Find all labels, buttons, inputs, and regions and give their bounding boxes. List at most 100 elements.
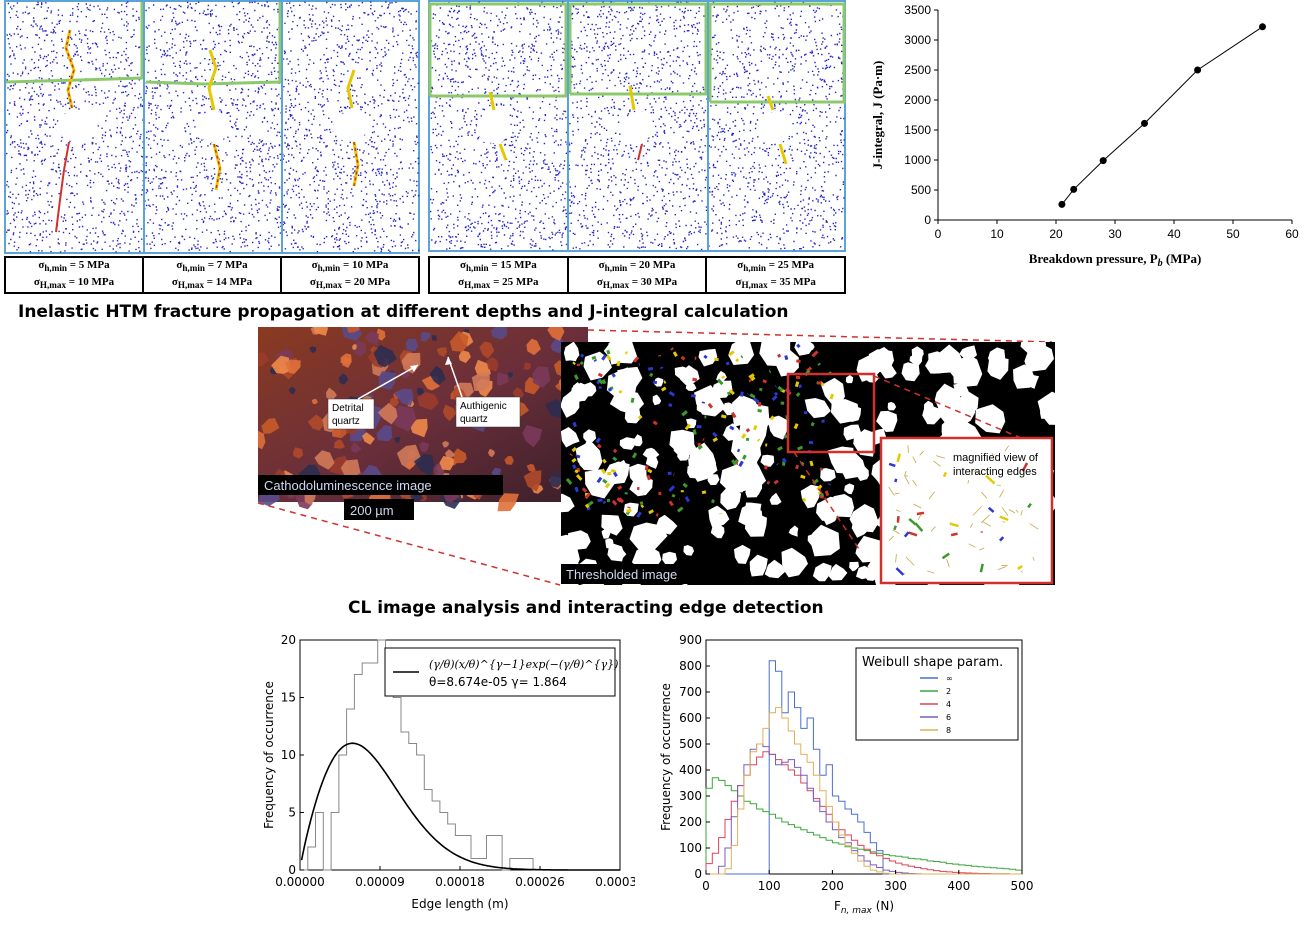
interacting-edge <box>584 503 590 509</box>
interacting-edge <box>802 497 807 502</box>
interacting-edge <box>573 374 579 380</box>
cl-grain <box>334 439 345 449</box>
legend-entry: 2 <box>946 687 951 696</box>
threshold-grain <box>844 483 855 495</box>
interacting-edge <box>602 458 607 464</box>
interacting-edge <box>584 492 591 500</box>
inset-edge <box>1004 445 1010 452</box>
inset-edge <box>903 531 910 538</box>
inset-edge <box>1020 509 1023 516</box>
cl-title: Cathodoluminescence image <box>264 478 432 493</box>
y-tick-label: 15 <box>281 691 296 705</box>
cl-grain <box>293 447 303 459</box>
cl-grain <box>444 449 455 460</box>
interacting-edge <box>593 358 598 362</box>
cl-grain <box>471 372 490 391</box>
threshold-grain <box>781 547 808 578</box>
cl-grain <box>413 453 435 476</box>
fracture-group-1 <box>4 0 420 254</box>
interacting-edge <box>758 387 763 392</box>
threshold-grain <box>674 366 692 381</box>
interacting-edge <box>777 353 782 358</box>
interacting-edge <box>613 471 618 478</box>
inset-edge <box>1032 556 1035 561</box>
threshold-grain <box>708 505 730 529</box>
cl-grain <box>526 338 541 356</box>
threshold-grain <box>635 530 646 542</box>
threshold-grain <box>624 405 641 424</box>
interacting-edge <box>745 428 751 433</box>
threshold-grain <box>631 434 643 447</box>
threshold-grain <box>673 431 697 457</box>
cl-grain <box>390 397 400 407</box>
interacting-edge <box>648 509 654 515</box>
cl-grain <box>376 328 386 341</box>
interacting-edge <box>817 362 821 366</box>
threshold-grain <box>711 380 733 399</box>
x-tick-label: 0.00000 <box>275 875 325 889</box>
interacting-edge <box>663 380 667 384</box>
cl-grain <box>285 359 301 374</box>
interacting-edge <box>726 391 731 396</box>
interacting-edge <box>576 454 581 459</box>
inset-edge <box>888 462 896 468</box>
interacting-edge <box>630 397 635 404</box>
x-tick-label: 20 <box>1049 227 1063 241</box>
interacting-edge <box>649 372 654 378</box>
interacting-edge <box>820 493 825 497</box>
interacting-edge <box>631 452 638 459</box>
threshold-grain <box>629 522 668 553</box>
threshold-grain <box>619 437 635 450</box>
threshold-grain <box>605 538 614 549</box>
interacting-edge <box>757 408 763 413</box>
threshold-grain <box>563 342 580 361</box>
y-tick-label: 1000 <box>904 153 931 167</box>
cl-grain <box>442 440 449 448</box>
interacting-edge <box>612 448 618 454</box>
cl-grain <box>314 450 335 470</box>
interacting-edge <box>735 358 740 363</box>
cl-grain <box>393 388 414 406</box>
cl-grain <box>479 341 495 359</box>
interacting-edge <box>795 464 800 470</box>
cl-grain <box>474 359 491 377</box>
cl-grain <box>338 373 349 385</box>
cl-grain <box>522 425 543 448</box>
threshold-grain <box>567 530 591 550</box>
interacting-edge <box>648 367 654 371</box>
legend-entry: 4 <box>946 700 951 709</box>
cl-grain <box>545 398 566 419</box>
interacting-edge <box>729 389 735 396</box>
threshold-grain <box>561 493 575 513</box>
interacting-edge <box>668 500 674 507</box>
data-point <box>1194 66 1202 74</box>
inset-edge <box>999 515 1009 522</box>
threshold-grain <box>707 474 720 486</box>
inset-edge <box>1002 521 1006 523</box>
interacting-edge <box>668 390 675 397</box>
interacting-edge <box>637 414 643 420</box>
interacting-edge <box>796 343 801 349</box>
inset-edge <box>896 515 900 523</box>
threshold-grain <box>804 398 831 419</box>
interacting-edge <box>610 468 617 474</box>
cl-grain <box>405 338 419 352</box>
x-tick-label: 500 <box>1011 879 1034 893</box>
interacting-edge <box>684 496 690 503</box>
y-tick-label: 2500 <box>904 63 931 77</box>
interacting-edge <box>640 504 645 509</box>
inset-edge <box>919 450 924 456</box>
interacting-edge <box>612 456 618 462</box>
inset-edge <box>892 529 900 535</box>
threshold-grain <box>901 362 920 382</box>
inset-edge <box>908 531 918 537</box>
threshold-grain <box>741 442 761 459</box>
inset-edge <box>972 506 982 516</box>
inset-edge <box>1029 523 1039 530</box>
threshold-grain <box>645 456 659 469</box>
interacting-edge <box>702 437 705 442</box>
interacting-edge <box>717 378 724 386</box>
y-tick-label: 0 <box>924 213 931 227</box>
particle-dots <box>6 1 420 253</box>
y-tick-label: 1500 <box>904 123 931 137</box>
